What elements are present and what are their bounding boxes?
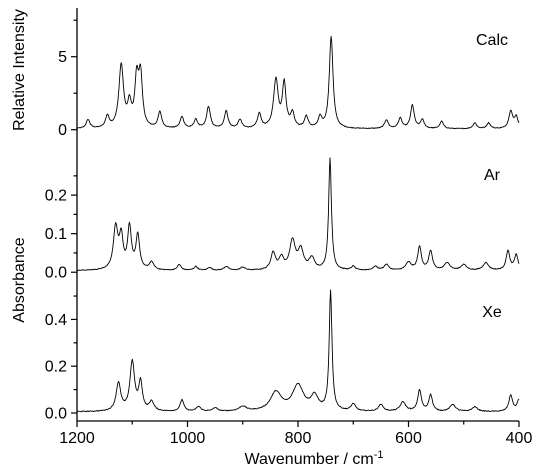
spectrum-calc — [77, 36, 519, 129]
y-tick-label: 0.0 — [45, 265, 67, 282]
y-axis-title-xe: Absorbance — [11, 237, 28, 322]
plot-marks: 1200 1000 800 600 400 Wavenumber / cm-1 0 5 Calc… — [11, 8, 532, 468]
x-axis-title: Wavenumber / cm-1 — [245, 449, 384, 468]
y-tick-label: 0.4 — [45, 312, 67, 329]
x-tick-label: 1200 — [59, 430, 95, 447]
y-tick-label: 0.1 — [45, 226, 67, 243]
x-tick-label: 400 — [506, 430, 533, 447]
y-axis-title-calc: Relative Intensity — [11, 9, 28, 131]
x-tick-label: 1000 — [170, 430, 206, 447]
y-tick-label: 0 — [58, 122, 67, 139]
panel-label-calc: Calc — [476, 32, 508, 49]
x-tick-label: 800 — [285, 430, 312, 447]
panel-label-ar: Ar — [484, 167, 501, 184]
x-tick-label: 600 — [395, 430, 422, 447]
spectrum-xe — [77, 290, 519, 412]
y-tick-label: 0.2 — [45, 188, 67, 205]
panel-label-xe: Xe — [482, 304, 502, 321]
y-tick-label: 0.0 — [45, 405, 67, 422]
spectrum-ar — [77, 158, 519, 271]
y-tick-label: 0.2 — [45, 359, 67, 376]
y-tick-label: 5 — [58, 49, 67, 66]
